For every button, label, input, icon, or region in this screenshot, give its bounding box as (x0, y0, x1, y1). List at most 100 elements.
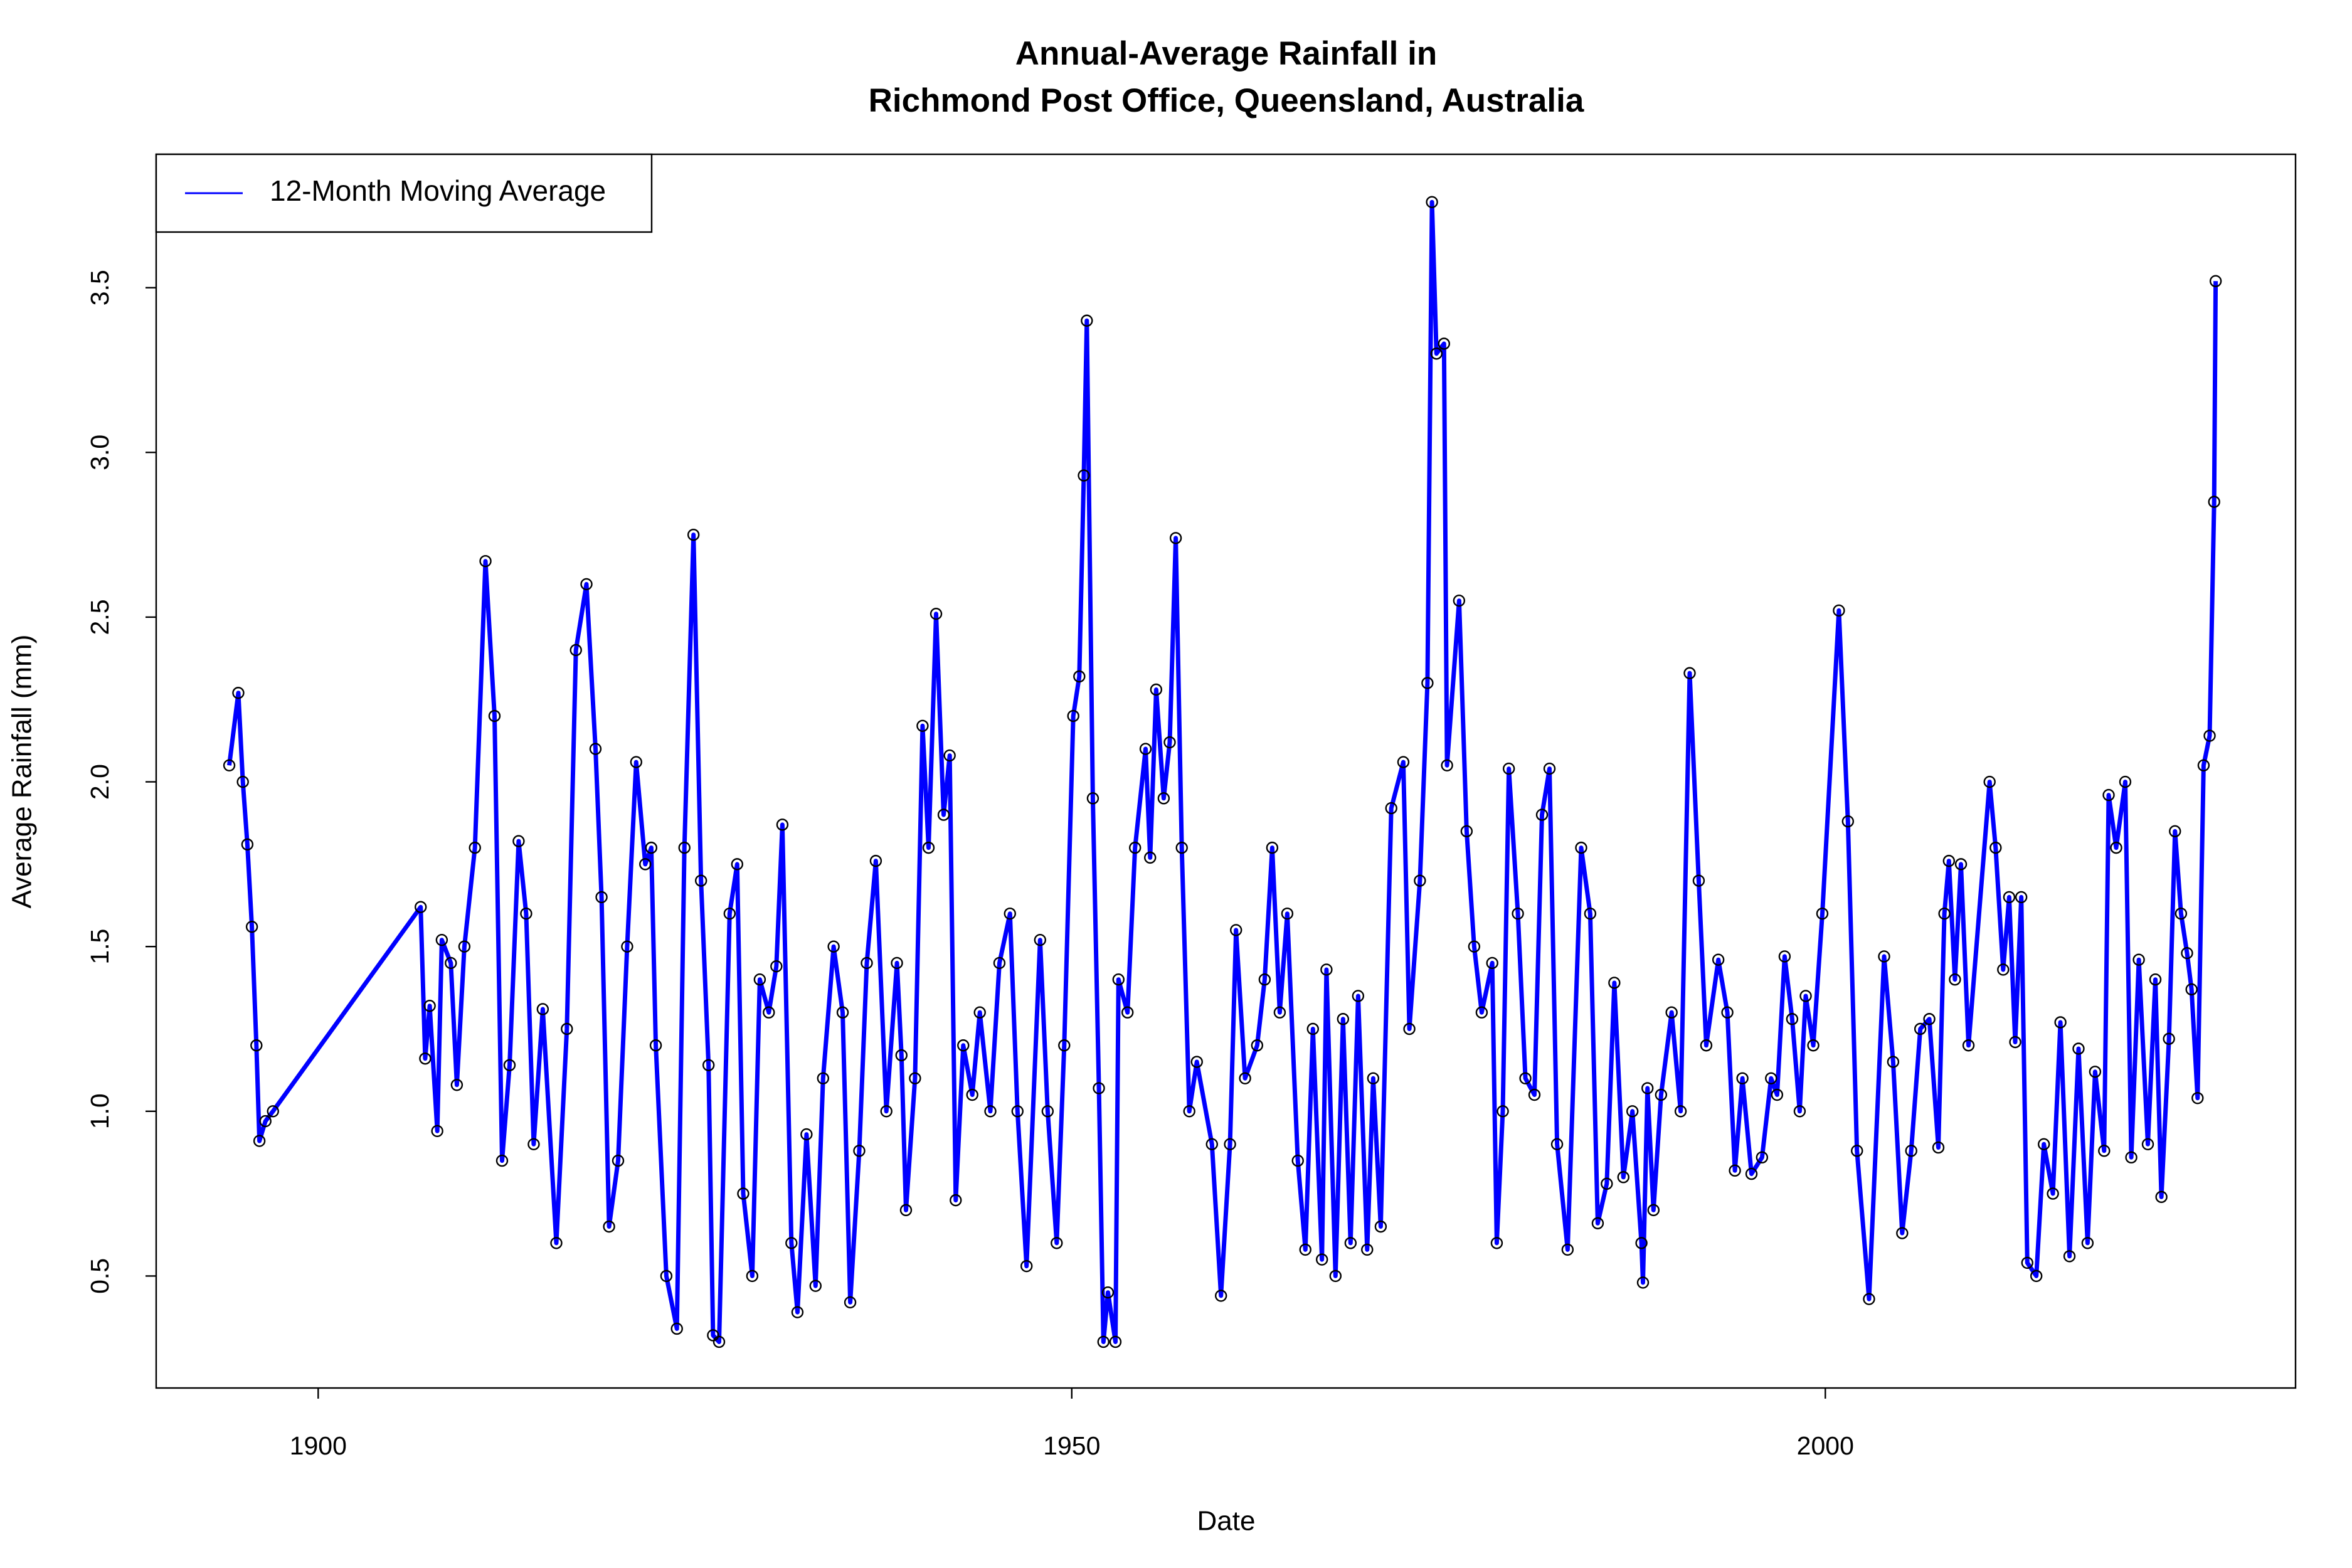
data-point (922, 841, 935, 854)
data-point (916, 719, 929, 732)
data-point (445, 956, 457, 970)
data-point (1051, 1237, 1063, 1249)
data-point (712, 1335, 726, 1348)
data-point (1512, 907, 1524, 920)
data-point (495, 1154, 509, 1167)
data-point (1073, 670, 1086, 683)
data-point (589, 743, 602, 755)
y-tick-label: 3.0 (85, 435, 114, 470)
data-point (2102, 788, 2115, 802)
data-point (1938, 907, 1951, 920)
data-point (569, 644, 582, 657)
data-point (479, 554, 492, 568)
data-point (241, 838, 254, 851)
data-point (1496, 1105, 1509, 1118)
data-point (1020, 1259, 1033, 1273)
data-point (817, 1072, 830, 1084)
data-point (1712, 953, 1725, 966)
data-point (993, 956, 1006, 970)
data-point (1058, 1039, 1071, 1052)
data-point (1584, 907, 1597, 920)
data-point (561, 1022, 573, 1036)
data-point (1905, 1145, 1917, 1157)
data-point (1535, 808, 1549, 821)
data-point (1765, 1072, 1777, 1084)
plot-frame (155, 153, 2297, 1389)
data-point (950, 1194, 962, 1207)
data-point (1745, 1167, 1758, 1180)
data-point (645, 841, 658, 854)
data-point (415, 901, 427, 913)
data-point (2132, 953, 2145, 966)
data-point (1655, 1088, 1668, 1101)
data-point (1683, 667, 1696, 679)
data-point (1601, 1177, 1613, 1190)
data-point (1729, 1164, 1741, 1177)
data-point (1397, 756, 1410, 768)
data-point (1453, 594, 1466, 607)
data-point (1460, 825, 1473, 838)
data-point (1169, 532, 1182, 544)
data-point (785, 1237, 798, 1249)
data-point (580, 578, 593, 591)
data-point (2191, 1092, 2204, 1104)
data-point (763, 1006, 775, 1019)
data-point (1736, 1072, 1749, 1084)
data-point (1923, 1013, 1936, 1025)
data-point (1004, 907, 1016, 920)
data-point (1101, 1286, 1115, 1299)
data-point (1786, 1013, 1799, 1025)
data-point (776, 818, 789, 831)
data-point (707, 1329, 719, 1342)
legend-label: 12-Month Moving Average (270, 174, 606, 207)
data-point (1608, 977, 1621, 989)
data-point (702, 1059, 715, 1071)
data-point (895, 1049, 908, 1062)
data-point (1502, 762, 1515, 775)
data-point (731, 858, 744, 871)
data-point (527, 1138, 540, 1151)
data-point (2181, 946, 2193, 960)
data-point (1528, 1088, 1541, 1101)
data-point (2208, 495, 2220, 508)
data-point (2175, 907, 2188, 920)
data-point (1175, 841, 1188, 854)
data-point (1778, 950, 1791, 963)
data-point (431, 1125, 443, 1138)
data-point (1214, 1290, 1227, 1302)
data-point (2021, 1256, 2033, 1269)
y-tick-label: 1.0 (85, 1093, 114, 1129)
data-point (639, 858, 652, 871)
data-point (1097, 1335, 1110, 1348)
data-point (1041, 1105, 1054, 1118)
data-point (1914, 1022, 1927, 1036)
data-point (2030, 1269, 2043, 1283)
data-point (612, 1154, 625, 1167)
data-point (1878, 950, 1890, 963)
data-point (1851, 1145, 1863, 1157)
data-point (1833, 604, 1845, 617)
data-point (1983, 775, 1996, 788)
data-point (1081, 314, 1093, 327)
data-point (1337, 1013, 1350, 1025)
data-point (1403, 1022, 1416, 1036)
data-point (1093, 1082, 1105, 1094)
data-point (1721, 1006, 1734, 1019)
data-point (678, 841, 691, 854)
data-point (2209, 275, 2222, 287)
data-point (1932, 1141, 1945, 1154)
data-point (550, 1237, 563, 1249)
data-point (2149, 973, 2162, 986)
data-point (1793, 1105, 1806, 1118)
data-point (1266, 841, 1279, 854)
data-point (1942, 854, 1956, 867)
data-point (2089, 1066, 2102, 1078)
data-point (973, 1006, 986, 1019)
data-point (1086, 792, 1099, 805)
data-point (1475, 1006, 1488, 1019)
data-point (259, 1115, 272, 1128)
data-point (957, 1039, 970, 1052)
data-point (1441, 759, 1453, 772)
data-point (1352, 990, 1365, 1002)
